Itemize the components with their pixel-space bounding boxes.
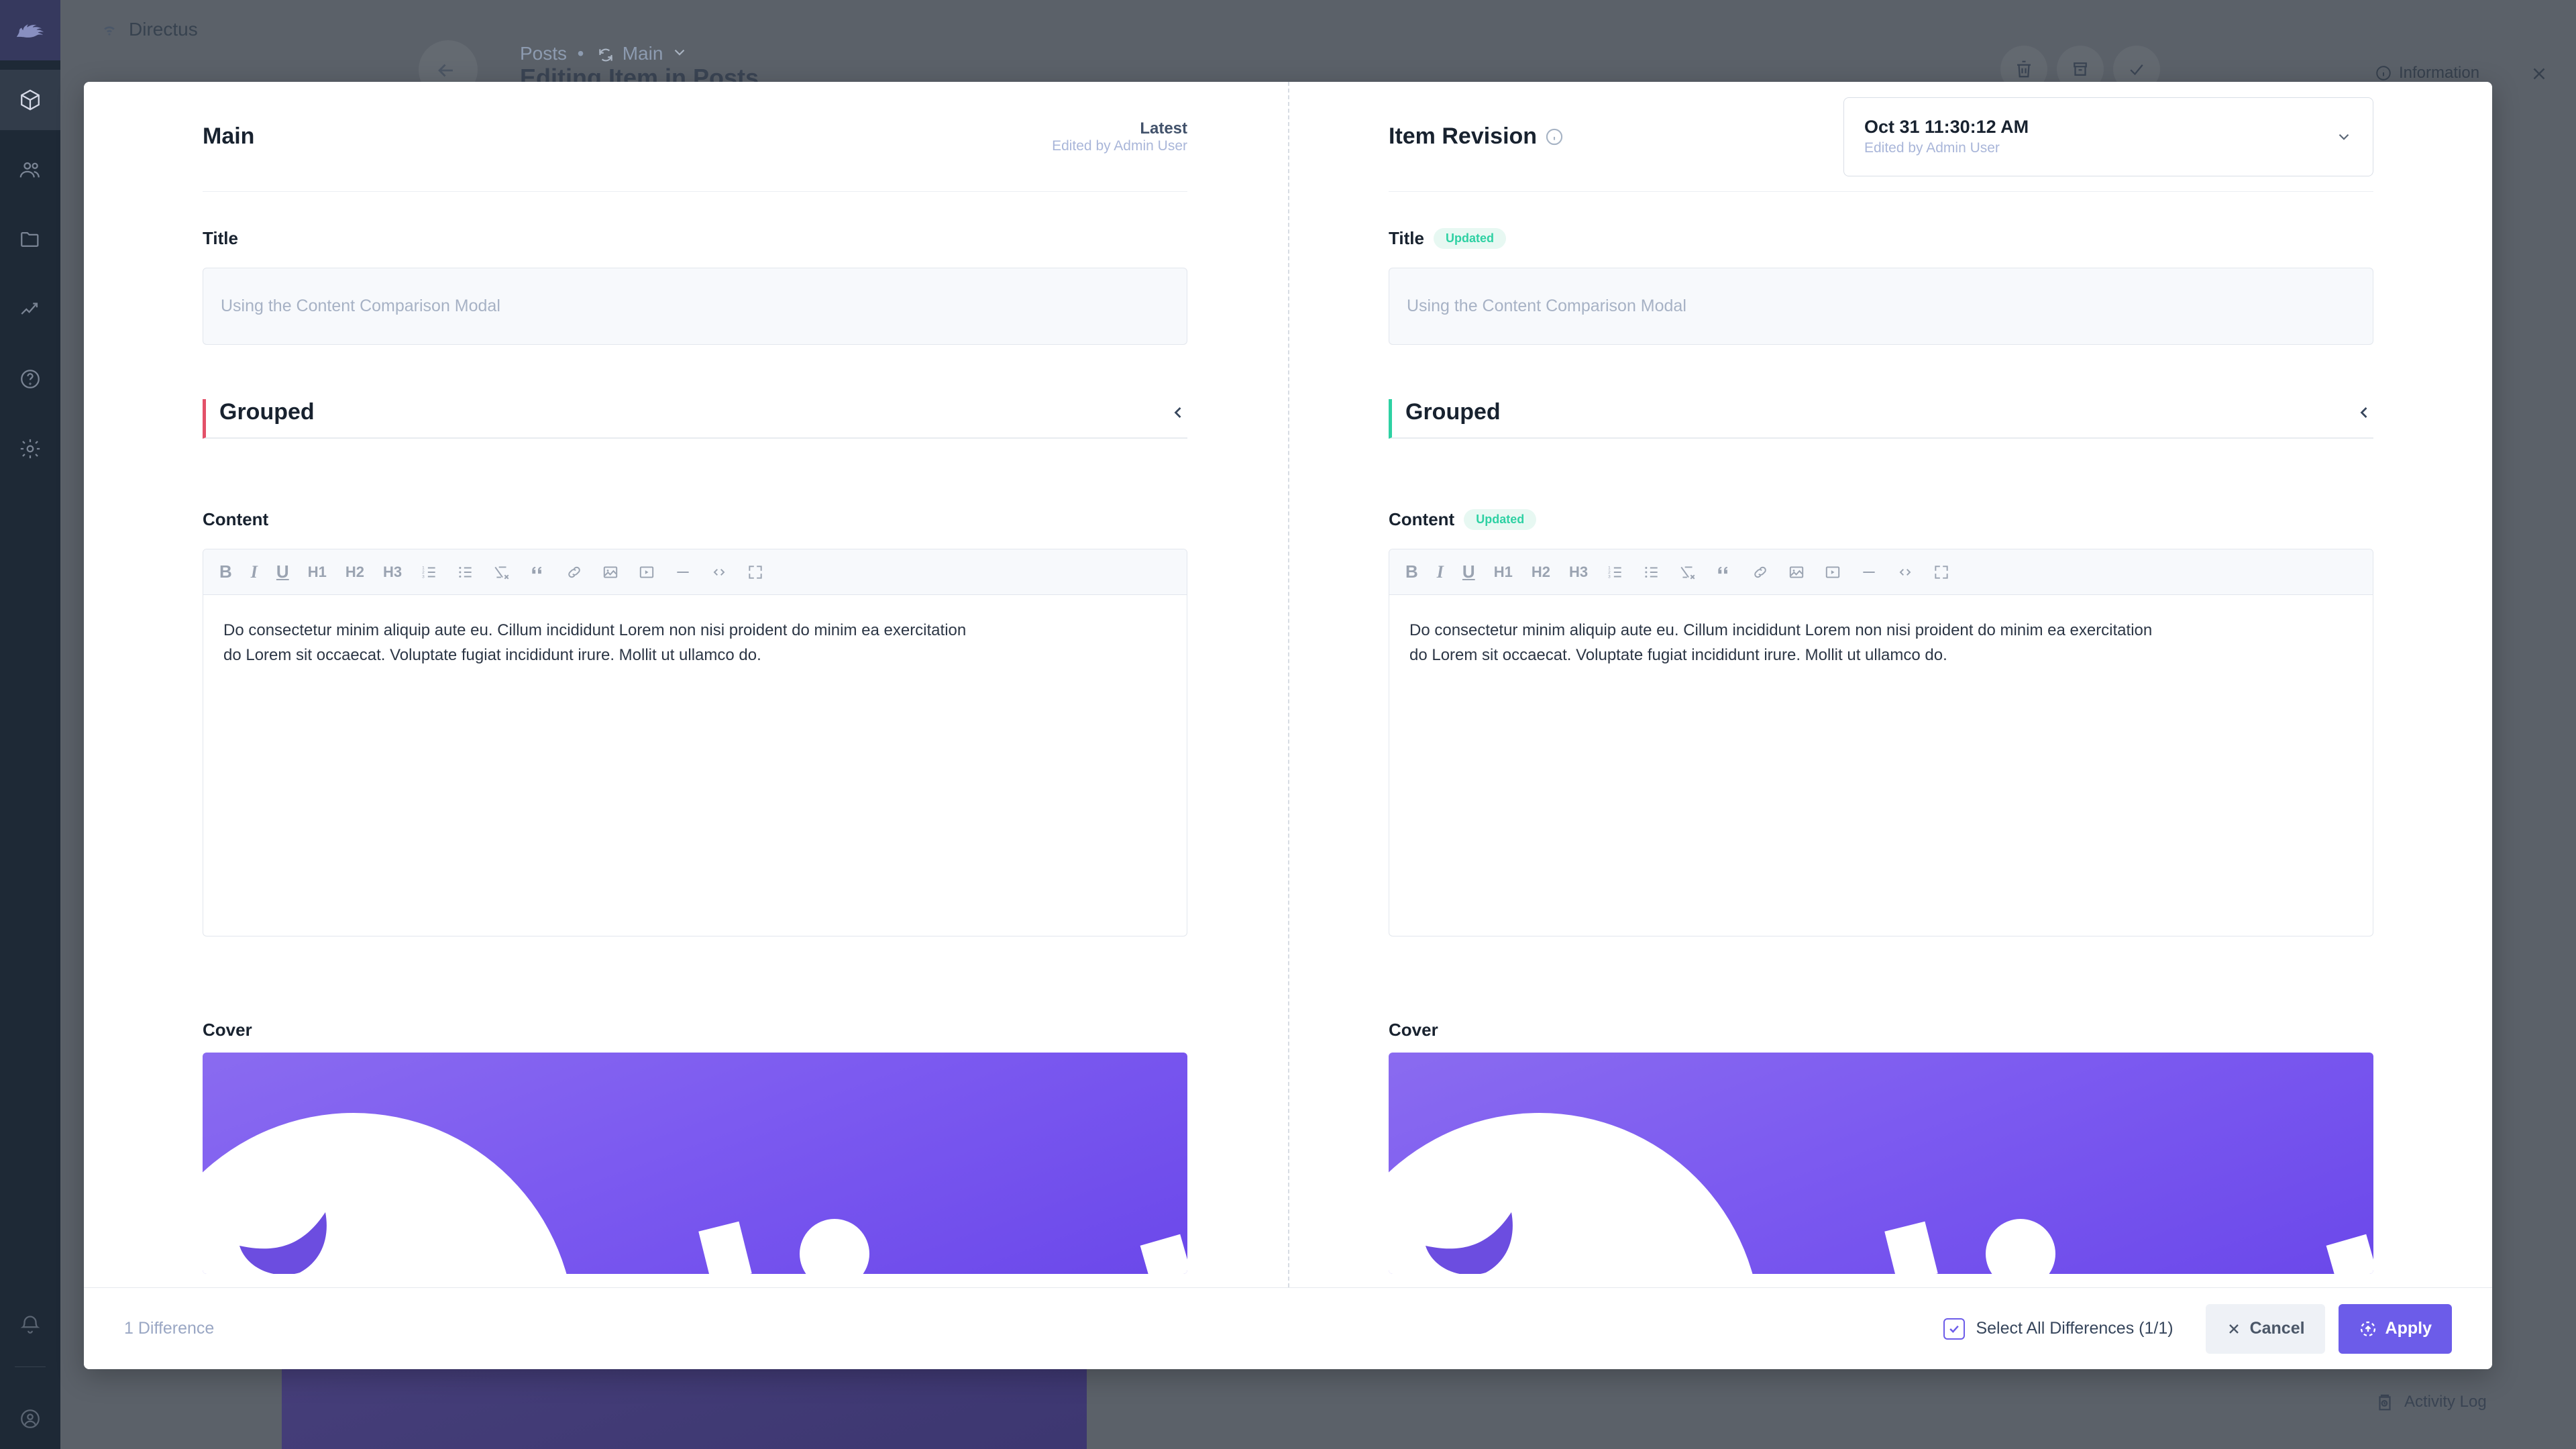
svg-text:3: 3 xyxy=(1608,574,1611,579)
svg-text:3: 3 xyxy=(422,574,425,579)
